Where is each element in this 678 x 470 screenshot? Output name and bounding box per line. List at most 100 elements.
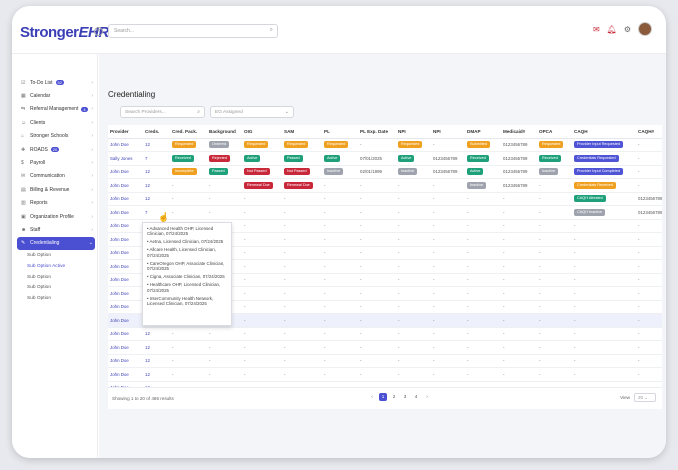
table-row[interactable]: John Doe 12 Requested Ordered Requested Reque… — [108, 138, 662, 152]
table-row[interactable]: John Doe 7- - - - - - - - - - - CAQH Inactive 0123456… — [108, 205, 662, 220]
page-4-button[interactable]: 4 — [414, 394, 418, 399]
empty-value: - — [398, 331, 400, 337]
table-row[interactable]: Sally Jones 7 Received Rejected Active Passed… — [108, 151, 662, 166]
sidebar-item-organization-profile[interactable]: ▣ Organization Profile › — [17, 210, 95, 223]
sidebar-item-to-do-list[interactable]: ☑ To-Do List 52 › — [17, 76, 95, 89]
creds-count[interactable]: 12 — [143, 327, 170, 341]
provider-link[interactable]: John Doe — [108, 286, 143, 301]
column-header[interactable]: NPI — [431, 125, 465, 139]
column-header[interactable]: OIG — [242, 125, 282, 139]
provider-link[interactable]: John Doe — [108, 232, 143, 247]
provider-link[interactable]: John Doe — [108, 246, 143, 260]
column-header[interactable]: SAM — [282, 125, 322, 139]
sidebar-sub-option[interactable]: Sub Option — [27, 274, 52, 280]
provider-link[interactable]: John Doe — [108, 178, 143, 193]
provider-link[interactable]: John Doe — [108, 165, 143, 179]
page-3-button[interactable]: 3 — [403, 394, 407, 399]
creds-count[interactable]: 7 — [143, 205, 170, 220]
page-2-button[interactable]: 2 — [392, 394, 396, 399]
sidebar-sub-option[interactable]: Sub Option — [27, 252, 52, 258]
creds-count[interactable]: 12 — [143, 340, 170, 355]
avatar[interactable] — [638, 22, 652, 36]
provider-link[interactable]: John Doe — [108, 327, 143, 341]
creds-count[interactable]: 12 — [143, 138, 170, 152]
sidebar-item-credentialing[interactable]: ✎ Credentialing ⌄ — [17, 236, 95, 251]
sidebar-sub-option[interactable]: Sub Option — [27, 285, 52, 291]
column-header[interactable]: PL — [322, 125, 358, 139]
provider-link[interactable]: John Doe — [108, 354, 143, 368]
column-header[interactable]: Medicaid# — [501, 125, 537, 139]
search-providers-input[interactable]: Search Providers... ⌕ — [120, 106, 205, 118]
next-page-icon[interactable]: › — [426, 394, 428, 399]
status-cell: - — [170, 327, 207, 341]
creds-count[interactable]: 12 — [143, 165, 170, 179]
column-header[interactable]: CAQH# — [636, 125, 662, 139]
empty-value: - — [324, 263, 326, 269]
sidebar-item-reports[interactable]: ▥ Reports › — [17, 197, 95, 210]
table-row[interactable]: John Doe 12- - - - - - - - - - - CAQH Attested 012345… — [108, 192, 662, 206]
column-header[interactable]: Background — [207, 125, 242, 139]
search-input[interactable]: Search... ⌕ — [108, 24, 278, 38]
provider-link[interactable]: John Doe — [108, 313, 143, 328]
status-cell: Received — [537, 151, 572, 166]
provider-link[interactable]: John Doe — [108, 138, 143, 152]
creds-count[interactable]: 12 — [143, 354, 170, 368]
provider-link[interactable]: Sally Jones — [108, 151, 143, 166]
status-badge: Inactive — [539, 168, 559, 176]
sidebar-item-payroll[interactable]: $ Payroll › — [17, 156, 95, 169]
provider-link[interactable]: John Doe — [108, 219, 143, 233]
sidebar-item-communication[interactable]: ✉ Communication › — [17, 170, 95, 183]
table-row[interactable]: John Doe 12 Incomplete Passed Not Passed Not … — [108, 165, 662, 179]
provider-link[interactable]: John Doe — [108, 259, 143, 274]
assigned-value: EG Assigned — [215, 110, 243, 115]
staff-icon: ☻ — [21, 226, 27, 233]
status-cell: - — [207, 205, 242, 220]
provider-link[interactable]: John Doe — [108, 192, 143, 206]
prev-page-icon[interactable]: ‹ — [371, 394, 373, 399]
creds-count[interactable]: 12 — [143, 367, 170, 382]
column-header[interactable]: CAQH — [572, 125, 636, 139]
status-cell: Renewal Due — [282, 178, 322, 193]
message-icon[interactable]: ✉ — [592, 24, 600, 34]
sidebar-sub-option[interactable]: Sub Option — [27, 296, 52, 302]
column-header[interactable]: PL Exp. Date — [358, 125, 396, 139]
bell-icon[interactable]: 🔔︎ — [606, 24, 617, 34]
page-1-button[interactable]: 1 — [379, 393, 387, 401]
sidebar-item-staff[interactable]: ☻ Staff › — [17, 223, 95, 236]
provider-link[interactable]: John Doe — [108, 273, 143, 287]
view-select[interactable]: 20 ⌄ — [634, 393, 656, 402]
provider-link[interactable]: John Doe — [108, 367, 143, 382]
assigned-select[interactable]: EG Assigned ⌄ — [210, 106, 294, 118]
collapse-sidebar-icon[interactable]: « — [94, 27, 103, 36]
column-header[interactable]: NPI — [396, 125, 431, 139]
creds-count[interactable]: 12 — [143, 192, 170, 206]
sidebar-sub-option[interactable]: Sub Option Active — [27, 263, 66, 269]
provider-link[interactable]: John Doe — [108, 300, 143, 314]
column-header[interactable]: Provider — [108, 125, 143, 139]
sidebar-item-stronger-schools[interactable]: ⌂ Stronger Schools › — [17, 130, 95, 143]
creds-count[interactable]: 12 — [143, 178, 170, 193]
provider-link[interactable]: John Doe — [108, 340, 143, 355]
creds-count[interactable]: 7 — [143, 151, 170, 166]
gear-icon[interactable]: ⚙ — [623, 24, 631, 34]
column-header[interactable]: OPCA — [537, 125, 572, 139]
table-row[interactable]: John Doe 12- - Renewal Due Renewal Due - - - - In… — [108, 178, 662, 193]
status-cell: - — [572, 313, 636, 328]
sidebar-item-roads[interactable]: ✚ ROADS 20 › — [17, 143, 95, 156]
sidebar-item-billing-revenue[interactable]: ▤ Billing & Revenue › — [17, 183, 95, 196]
status-cell: - — [207, 327, 242, 341]
sidebar-item-calendar[interactable]: ▦ Calendar › — [17, 89, 95, 102]
sidebar-item-referral-management[interactable]: ⇆ Referral Management 4 › — [17, 103, 95, 116]
sidebar-item-clients[interactable]: ☺ Clients › — [17, 116, 95, 129]
status-cell: - — [572, 246, 636, 260]
column-header[interactable]: Creds. — [143, 125, 170, 139]
column-header[interactable]: Cred. Pack. — [170, 125, 207, 139]
sidebar-item-label: Stronger Schools — [30, 133, 69, 140]
column-header[interactable]: DMAP — [465, 125, 501, 139]
provider-link[interactable]: John Doe — [108, 205, 143, 220]
